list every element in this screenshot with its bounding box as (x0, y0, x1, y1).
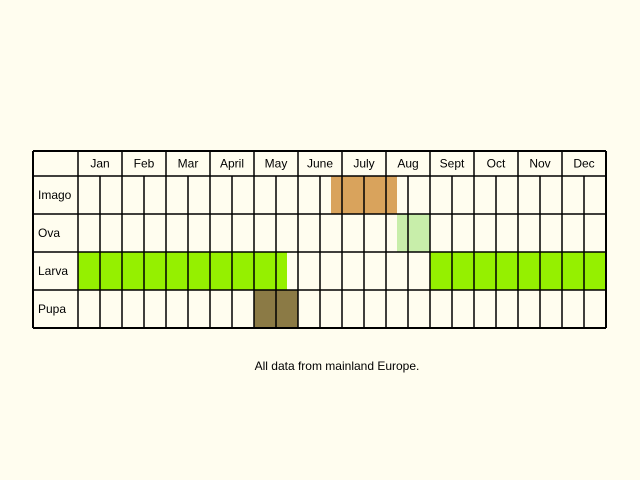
month-label-june: June (307, 157, 333, 171)
month-label-dec: Dec (573, 157, 594, 171)
month-label-april: April (220, 157, 244, 171)
fill-larva-0 (78, 252, 287, 290)
month-label-sept: Sept (440, 157, 465, 171)
grid-lines (32, 150, 607, 329)
month-label-oct: Oct (487, 157, 506, 171)
month-label-jan: Jan (90, 157, 109, 171)
caption: All data from mainland Europe. (254, 359, 420, 373)
month-label-feb: Feb (134, 157, 155, 171)
stage-label-ova: Ova (38, 226, 60, 240)
month-labels: Jan Feb Mar April May June July Aug Sept Oct Nov De… (90, 157, 594, 171)
stage-labels: Imago Ova Larva Pupa (38, 188, 72, 316)
stage-label-pupa: Pupa (38, 302, 66, 316)
stage-label-imago: Imago (38, 188, 72, 202)
fill-ova-0 (397, 214, 430, 252)
month-label-aug: Aug (397, 157, 418, 171)
month-label-july: July (353, 157, 374, 171)
month-label-may: May (265, 157, 288, 171)
month-label-mar: Mar (178, 157, 199, 171)
stage-label-larva: Larva (38, 264, 68, 278)
month-label-nov: Nov (529, 157, 550, 171)
